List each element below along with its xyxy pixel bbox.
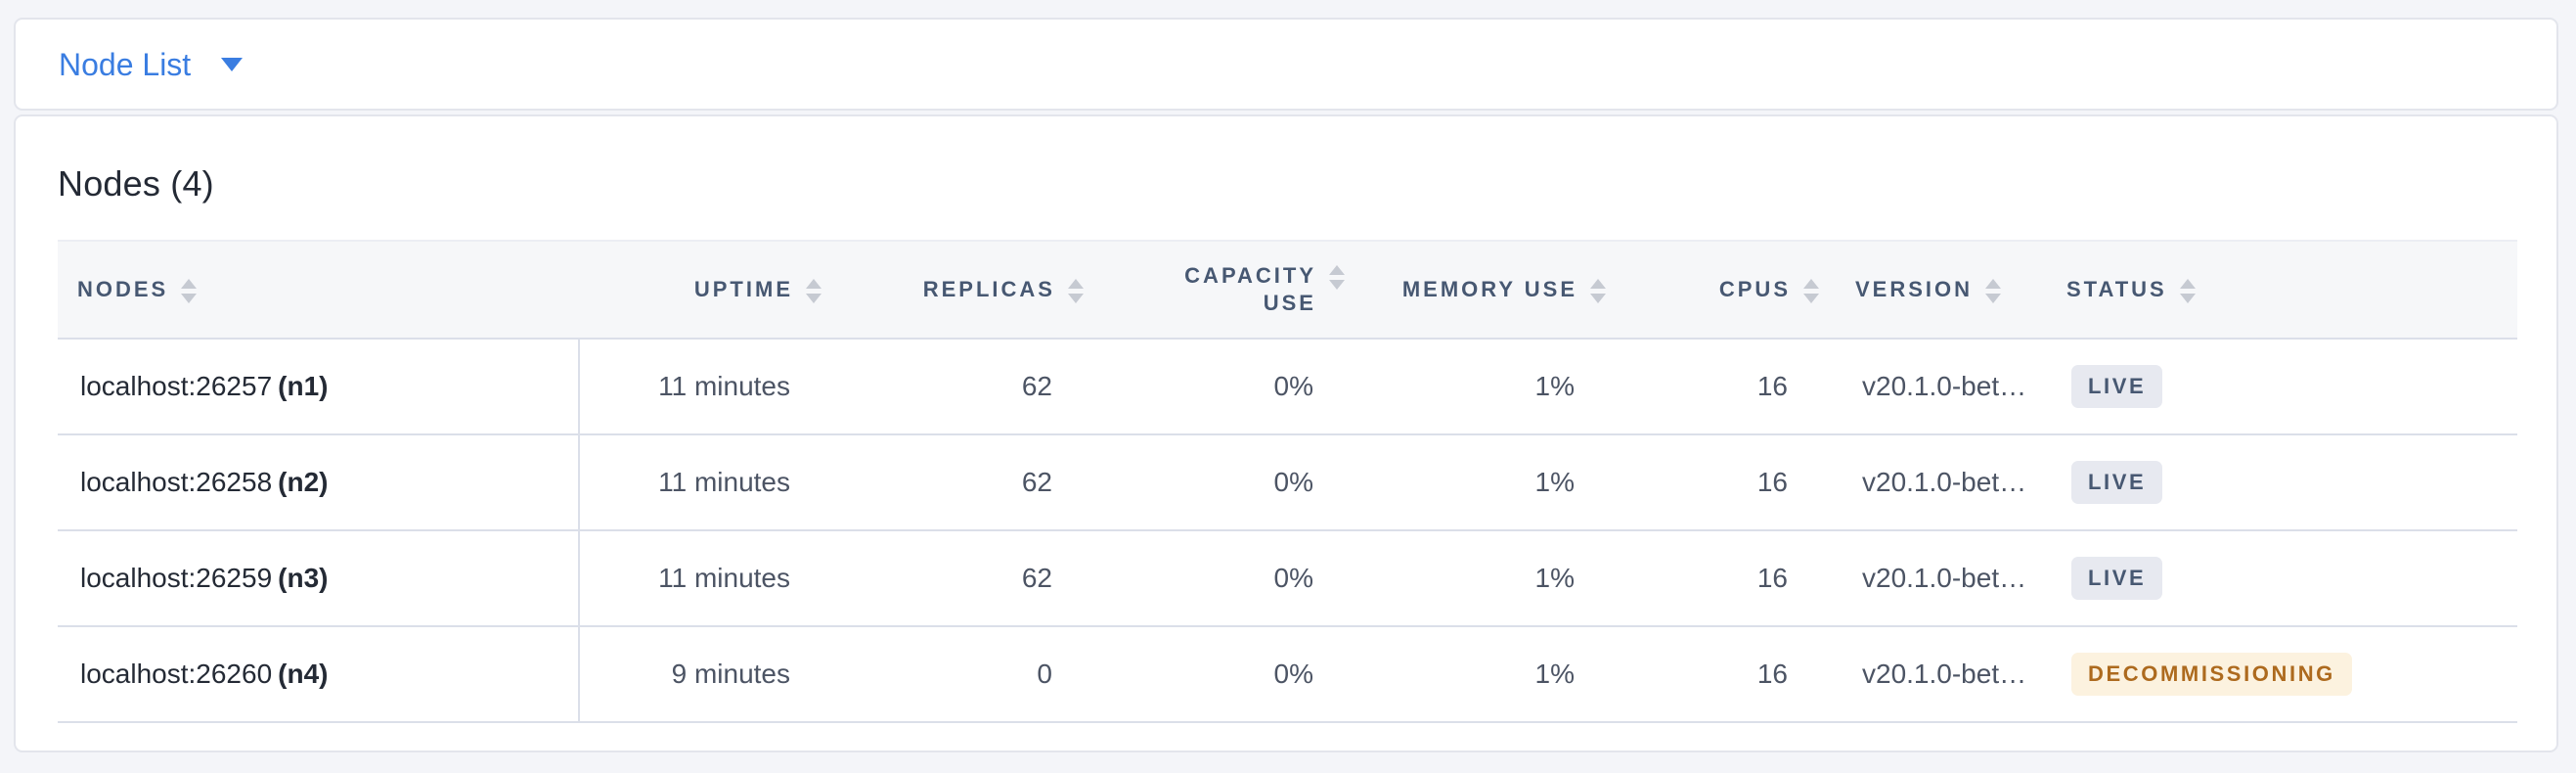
column-header-replicas[interactable]: REPLICAS <box>822 240 1084 340</box>
cell-capacity: 0% <box>1084 434 1345 531</box>
node-address: localhost:26257 <box>80 371 273 401</box>
node-address: localhost:26260 <box>80 659 273 689</box>
node-row[interactable]: localhost:26258 (n2) 11 minutes 62 0% 1% 16 v20… <box>58 434 2517 531</box>
cell-version: v20.1.0-bet… <box>1819 434 2034 531</box>
topbar: Node List <box>14 18 2558 111</box>
column-header-label: UPTIME <box>693 277 793 301</box>
column-header-label: REPLICAS <box>922 277 1055 301</box>
sort-icon <box>1068 279 1084 303</box>
cell-node-address: localhost:26258 (n2) <box>58 434 580 531</box>
column-header-label: CPUS <box>1718 277 1791 301</box>
node-id: (n2) <box>278 467 329 497</box>
cell-cpus: 16 <box>1606 530 1819 627</box>
table-header: NODES UPTIME REPLICAS CAPACITY USE MEMORY USE… <box>58 240 2517 340</box>
node-id: (n3) <box>278 563 329 593</box>
cell-status: LIVE <box>2034 434 2517 531</box>
column-header-status[interactable]: STATUS <box>2034 240 2517 340</box>
node-id: (n4) <box>278 659 329 689</box>
node-row[interactable]: localhost:26260 (n4) 9 minutes 0 0% 1% 16 v20.1… <box>58 626 2517 723</box>
table-header-row: NODES UPTIME REPLICAS CAPACITY USE MEMORY USE… <box>58 240 2517 340</box>
cell-memory: 1% <box>1345 626 1606 723</box>
cell-cpus: 16 <box>1606 339 1819 435</box>
nodes-card: Nodes (4) NODES UPTIME REPLICAS CAPACITY USE… <box>14 114 2558 752</box>
chevron-down-icon <box>221 57 244 71</box>
sort-icon <box>2179 279 2196 303</box>
cell-memory: 1% <box>1345 339 1606 435</box>
column-header-version[interactable]: VERSION <box>1819 240 2034 340</box>
page-title: Nodes (4) <box>58 163 214 204</box>
status-badge: LIVE <box>2071 365 2163 408</box>
cell-memory: 1% <box>1345 434 1606 531</box>
cell-capacity: 0% <box>1084 626 1345 723</box>
cell-uptime: 11 minutes <box>579 530 822 627</box>
cell-capacity: 0% <box>1084 530 1345 627</box>
sort-icon <box>1803 279 1819 303</box>
cell-cpus: 16 <box>1606 434 1819 531</box>
cell-uptime: 11 minutes <box>579 339 822 435</box>
cell-version: v20.1.0-bet… <box>1819 626 2034 723</box>
column-header-label: CAPACITY USE <box>1184 263 1316 315</box>
cell-replicas: 0 <box>822 626 1084 723</box>
node-address: localhost:26258 <box>80 467 273 497</box>
sort-icon <box>1329 265 1345 290</box>
cell-version: v20.1.0-bet… <box>1819 530 2034 627</box>
cell-node-address: localhost:26257 (n1) <box>58 339 580 435</box>
column-header-cpus[interactable]: CPUS <box>1606 240 1819 340</box>
column-header-label: MEMORY USE <box>1401 277 1577 301</box>
cell-memory: 1% <box>1345 530 1606 627</box>
status-badge: LIVE <box>2071 461 2163 504</box>
node-address: localhost:26259 <box>80 563 273 593</box>
table-body: localhost:26257 (n1) 11 minutes 62 0% 1% 16 v20… <box>58 339 2517 723</box>
cell-node-address: localhost:26260 (n4) <box>58 626 580 723</box>
column-header-label: VERSION <box>1855 277 1974 301</box>
column-header-nodes[interactable]: NODES <box>58 240 579 340</box>
cell-replicas: 62 <box>822 339 1084 435</box>
node-row[interactable]: localhost:26257 (n1) 11 minutes 62 0% 1% 16 v20… <box>58 339 2517 435</box>
column-header-capacity[interactable]: CAPACITY USE <box>1084 240 1345 340</box>
view-selector-dropdown[interactable]: Node List <box>59 46 244 82</box>
cell-capacity: 0% <box>1084 339 1345 435</box>
sort-icon <box>806 279 822 303</box>
cell-replicas: 62 <box>822 530 1084 627</box>
cell-node-address: localhost:26259 (n3) <box>58 530 580 627</box>
column-header-uptime[interactable]: UPTIME <box>579 240 822 340</box>
cell-status: LIVE <box>2034 530 2517 627</box>
column-header-memory[interactable]: MEMORY USE <box>1345 240 1606 340</box>
cell-status: DECOMMISSIONING <box>2034 626 2517 723</box>
cell-replicas: 62 <box>822 434 1084 531</box>
view-selector-label: Node List <box>59 46 192 82</box>
column-header-label: STATUS <box>2066 277 2167 301</box>
cell-uptime: 11 minutes <box>579 434 822 531</box>
node-id: (n1) <box>278 371 329 401</box>
column-header-label: NODES <box>77 277 169 301</box>
nodes-table: NODES UPTIME REPLICAS CAPACITY USE MEMORY USE… <box>58 240 2517 723</box>
status-badge: DECOMMISSIONING <box>2071 653 2352 696</box>
status-badge: LIVE <box>2071 557 2163 600</box>
cell-uptime: 9 minutes <box>579 626 822 723</box>
cell-cpus: 16 <box>1606 626 1819 723</box>
sort-icon <box>1985 279 2002 303</box>
sort-icon <box>1590 279 1606 303</box>
node-row[interactable]: localhost:26259 (n3) 11 minutes 62 0% 1% 16 v20… <box>58 530 2517 627</box>
cell-status: LIVE <box>2034 339 2517 435</box>
cell-version: v20.1.0-bet… <box>1819 339 2034 435</box>
sort-icon <box>181 279 198 303</box>
